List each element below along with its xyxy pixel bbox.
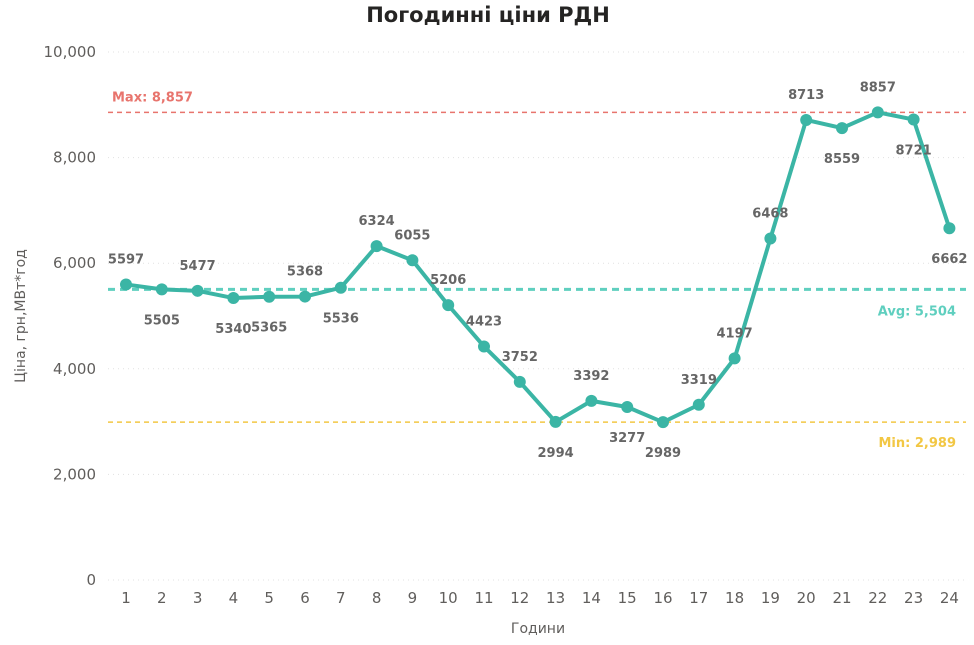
reference-lines: Max: 8,857 Avg: 5,504 Min: 2,989: [108, 90, 966, 451]
data-label: 4197: [717, 326, 753, 341]
y-axis-ticks: 0 2,000 4,000 6,000 8,000 10,000: [44, 43, 97, 589]
x-tick-label: 23: [904, 589, 923, 607]
data-point: [227, 292, 240, 305]
x-tick-label: 18: [725, 589, 744, 607]
data-label: 3392: [573, 369, 609, 384]
data-point: [263, 290, 276, 303]
reference-line-label: Max: 8,857: [112, 90, 193, 105]
data-point: [764, 232, 777, 245]
x-tick-label: 8: [372, 589, 382, 607]
x-tick-label: 21: [832, 589, 851, 607]
x-tick-label: 19: [761, 589, 780, 607]
x-tick-label: 13: [546, 589, 565, 607]
x-tick-label: 17: [689, 589, 708, 607]
data-point: [871, 106, 884, 119]
x-tick-label: 11: [474, 589, 493, 607]
data-label: 5340: [215, 322, 251, 337]
x-tick-label: 4: [229, 589, 239, 607]
data-point: [370, 240, 383, 253]
data-point: [406, 254, 419, 267]
data-point: [907, 113, 920, 126]
data-label: 5368: [287, 265, 323, 280]
data-point: [657, 416, 669, 429]
data-label: 8713: [788, 88, 824, 103]
data-point: [442, 299, 455, 312]
gridlines: [108, 51, 966, 581]
data-point: [728, 352, 741, 365]
data-label: 2989: [645, 446, 681, 461]
data-point: [478, 340, 490, 353]
data-point: [585, 394, 598, 407]
data-point: [299, 290, 311, 303]
x-tick-label: 16: [653, 589, 672, 607]
x-tick-label: 6: [300, 589, 310, 607]
data-label: 6468: [752, 206, 788, 221]
y-tick-label: 0: [86, 571, 96, 589]
data-label: 3752: [502, 350, 538, 365]
y-tick-label: 2,000: [53, 465, 96, 483]
data-label: 5505: [144, 313, 180, 328]
data-label: 5365: [251, 321, 287, 336]
data-label: 8857: [860, 80, 896, 95]
data-label: 5536: [323, 312, 359, 327]
data-label: 5597: [108, 252, 144, 267]
data-label: 6055: [394, 228, 430, 243]
y-tick-label: 10,000: [44, 43, 97, 61]
x-tick-label: 3: [193, 589, 203, 607]
y-axis-title: Ціна, грн,МВт*год: [13, 249, 29, 383]
data-point: [120, 278, 132, 291]
data-label: 5477: [180, 259, 216, 274]
data-point: [513, 375, 526, 388]
y-tick-label: 6,000: [53, 254, 96, 272]
data-label: 2994: [538, 446, 574, 461]
y-tick-label: 4,000: [53, 360, 96, 378]
price-series: [120, 106, 956, 429]
data-point: [191, 284, 204, 297]
y-tick-label: 8,000: [53, 149, 96, 167]
data-point: [692, 398, 705, 411]
x-tick-label: 5: [264, 589, 274, 607]
data-label: 8721: [896, 144, 932, 159]
data-label: 6324: [359, 214, 395, 229]
x-tick-label: 9: [408, 589, 418, 607]
x-tick-label: 15: [618, 589, 637, 607]
data-point: [334, 281, 347, 294]
x-axis-ticks: 1 2 3 4 5 6 7 8 9 10 11 12 13 14 15 16 17 18 19 20 21 22 23 24: [121, 589, 959, 607]
x-tick-label: 2: [157, 589, 167, 607]
x-tick-label: 14: [582, 589, 601, 607]
data-label: 6662: [931, 252, 967, 267]
x-tick-label: 1: [121, 589, 131, 607]
data-label: 4423: [466, 314, 502, 329]
x-tick-label: 10: [439, 589, 458, 607]
data-label: 8559: [824, 152, 860, 167]
data-point: [621, 400, 634, 413]
chart-title: Погодинні ціни РДН: [366, 3, 610, 27]
data-point: [800, 113, 813, 126]
data-point: [549, 415, 562, 428]
x-tick-label: 12: [510, 589, 529, 607]
reference-line-label: Avg: 5,504: [878, 304, 956, 319]
x-tick-label: 22: [868, 589, 887, 607]
data-point: [943, 222, 956, 235]
data-label: 5206: [430, 273, 466, 288]
data-point: [836, 122, 848, 135]
x-axis-title: Години: [511, 621, 565, 637]
x-tick-label: 7: [336, 589, 346, 607]
data-label: 3319: [681, 373, 717, 388]
data-point: [155, 283, 168, 296]
x-tick-label: 20: [797, 589, 816, 607]
reference-line-label: Min: 2,989: [879, 436, 957, 451]
x-tick-label: 24: [940, 589, 959, 607]
data-label: 3277: [609, 431, 645, 446]
